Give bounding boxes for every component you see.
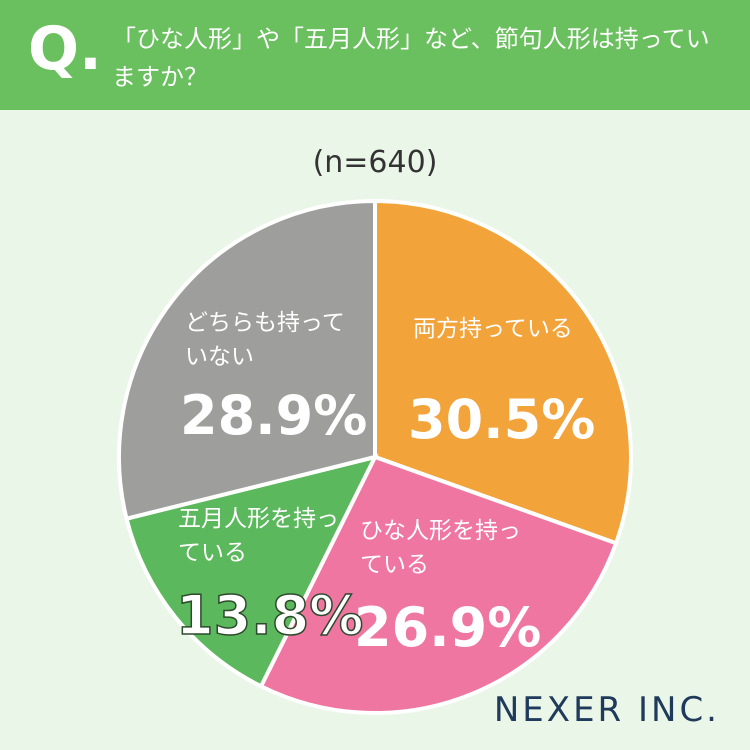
pie-slice xyxy=(124,454,379,689)
slice-label: ひな人形を持っている xyxy=(360,518,521,578)
slice-label: 五月人形を持っている xyxy=(178,506,339,566)
value-label: 28.9% xyxy=(180,384,368,447)
sample-size: (n=640) xyxy=(312,145,438,180)
value-label: 13.8% xyxy=(175,583,364,648)
slice-label: 両方持っている xyxy=(413,316,573,342)
slice-label: どちらも持っていない xyxy=(185,310,345,370)
q-marker: Q. xyxy=(28,14,102,84)
pie-slice xyxy=(258,454,619,715)
pie-slice xyxy=(373,198,633,546)
logo: NEXER INC. xyxy=(493,690,720,730)
header-bar: Q. 「ひな人形」や「五月人形」など、節句人形は持っていますか？ xyxy=(0,0,750,110)
value-label: 30.5% xyxy=(408,388,596,451)
question: 「ひな人形」や「五月人形」など、節句人形は持っていますか？ xyxy=(112,25,710,91)
value-label: 26.9% xyxy=(354,596,542,659)
pie-slice xyxy=(117,198,377,522)
